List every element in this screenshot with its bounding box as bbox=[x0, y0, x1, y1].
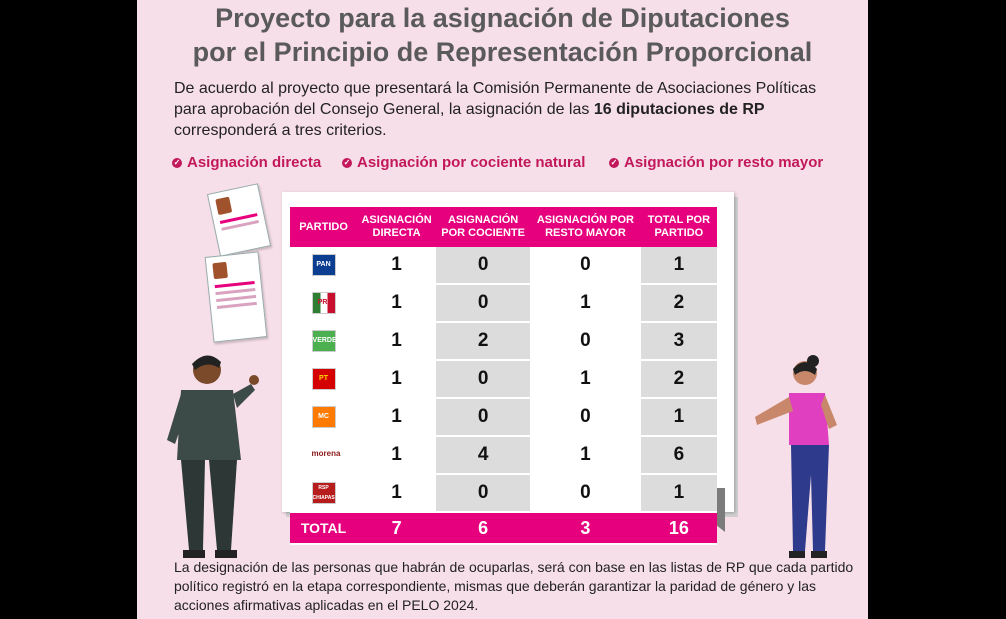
verde-logo-icon: VERDE bbox=[311, 329, 337, 352]
cell-resto: 0 bbox=[530, 247, 641, 285]
party-logo-morena: morena bbox=[290, 436, 358, 475]
cell-directa: 1 bbox=[357, 436, 437, 475]
cell-directa: 1 bbox=[357, 398, 437, 437]
intro-text-2: corresponderá a tres criterios. bbox=[174, 122, 387, 139]
cell-cociente: 0 bbox=[436, 398, 531, 437]
cell-resto: 1 bbox=[530, 436, 641, 475]
cell-cociente: 4 bbox=[436, 436, 531, 475]
cell-total: 6 bbox=[640, 436, 717, 475]
total-resto: 3 bbox=[530, 512, 641, 545]
cell-resto: 1 bbox=[530, 360, 641, 399]
cell-cociente: 0 bbox=[436, 284, 531, 323]
party-logo-pt: PT bbox=[290, 360, 358, 399]
cell-resto: 0 bbox=[530, 474, 641, 513]
total-label: TOTAL bbox=[290, 512, 358, 545]
table-row: MC 1 0 0 1 bbox=[290, 398, 717, 437]
cell-resto: 0 bbox=[530, 398, 641, 437]
total-total: 16 bbox=[640, 512, 717, 545]
cell-total: 1 bbox=[640, 398, 717, 437]
cell-cociente: 0 bbox=[436, 360, 531, 399]
cell-total: 1 bbox=[640, 247, 717, 285]
footer-note: La designación de las personas que habrá… bbox=[174, 559, 854, 613]
cell-cociente: 0 bbox=[436, 247, 531, 285]
criterion-3-label: Asignación por resto mayor bbox=[624, 154, 824, 171]
party-logo-mc: MC bbox=[290, 398, 358, 437]
cell-directa: 1 bbox=[357, 322, 437, 361]
total-directa: 7 bbox=[357, 512, 437, 545]
cell-cociente: 2 bbox=[436, 322, 531, 361]
rsp-chiapas-logo-icon: RSP CHIAPAS bbox=[311, 481, 336, 504]
woman-gesturing-illustration bbox=[755, 355, 837, 558]
cell-total: 1 bbox=[640, 474, 717, 513]
header-total: TOTAL POR PARTIDO bbox=[640, 207, 717, 247]
table-row: PRI 1 0 1 2 bbox=[290, 284, 717, 323]
table-row: PT 1 0 1 2 bbox=[290, 360, 717, 399]
cell-directa: 1 bbox=[357, 360, 437, 399]
cell-resto: 0 bbox=[530, 322, 641, 361]
check-icon: ✓ bbox=[172, 157, 182, 168]
criterion-2-label: Asignación por cociente natural bbox=[357, 154, 586, 171]
man-pointing-illustration bbox=[167, 355, 259, 558]
header-cociente: ASIGNACIÓN POR COCIENTE bbox=[436, 207, 531, 247]
party-logo-verde: VERDE bbox=[290, 322, 358, 361]
pan-logo-icon: PAN bbox=[311, 253, 336, 276]
cell-resto: 1 bbox=[530, 284, 641, 323]
pri-logo-icon: PRI bbox=[311, 291, 336, 314]
total-cociente: 6 bbox=[436, 512, 531, 545]
cell-total: 2 bbox=[640, 284, 717, 323]
intro-paragraph: De acuerdo al proyecto que presentará la… bbox=[174, 78, 844, 141]
criterion-1: ✓ Asignación directa bbox=[172, 154, 321, 171]
party-logo-pan: PAN bbox=[290, 247, 358, 285]
cell-total: 2 bbox=[640, 360, 717, 399]
table-row: VERDE 1 2 0 3 bbox=[290, 322, 717, 361]
check-icon: ✓ bbox=[609, 157, 619, 168]
criterion-3: ✓ Asignación por resto mayor bbox=[609, 154, 823, 171]
table-row: PAN 1 0 0 1 bbox=[290, 247, 717, 285]
table-header-row: PARTIDO ASIGNACIÓN DIRECTA ASIGNACIÓN PO… bbox=[290, 207, 717, 247]
morena-logo-icon: morena bbox=[311, 443, 340, 466]
table-row: RSP CHIAPAS 1 0 0 1 bbox=[290, 474, 717, 513]
title-line-2: por el Principio de Representación Propo… bbox=[192, 37, 813, 67]
pt-logo-icon: PT bbox=[311, 367, 336, 390]
header-partido: PARTIDO bbox=[290, 207, 358, 247]
header-resto: ASIGNACIÓN POR RESTO MAYOR bbox=[530, 207, 641, 247]
title-line-1: Proyecto para la asignación de Diputacio… bbox=[215, 3, 790, 33]
check-icon: ✓ bbox=[342, 157, 352, 168]
party-logo-rsp: RSP CHIAPAS bbox=[290, 474, 358, 513]
resume-document-illustration bbox=[204, 251, 268, 343]
cell-cociente: 0 bbox=[436, 474, 531, 513]
cell-directa: 1 bbox=[357, 284, 437, 323]
intro-text-1: De acuerdo al proyecto que presentará la… bbox=[174, 80, 817, 118]
cell-directa: 1 bbox=[357, 474, 437, 513]
header-directa: ASIGNACIÓN DIRECTA bbox=[357, 207, 437, 247]
resume-document-illustration bbox=[206, 183, 272, 257]
allocation-table: PARTIDO ASIGNACIÓN DIRECTA ASIGNACIÓN PO… bbox=[290, 207, 717, 545]
table-total-row: TOTAL 7 6 3 16 bbox=[290, 512, 717, 545]
intro-bold: 16 diputaciones de RP bbox=[593, 101, 765, 118]
cell-directa: 1 bbox=[357, 247, 437, 285]
criterion-2: ✓ Asignación por cociente natural bbox=[342, 154, 585, 171]
table-row: morena 1 4 1 6 bbox=[290, 436, 717, 475]
criterion-1-label: Asignación directa bbox=[187, 154, 322, 171]
party-logo-pri: PRI bbox=[290, 284, 358, 323]
infographic-panel: Proyecto para la asignación de Diputacio… bbox=[137, 0, 868, 619]
cell-total: 3 bbox=[640, 322, 717, 361]
mc-logo-icon: MC bbox=[311, 405, 336, 428]
